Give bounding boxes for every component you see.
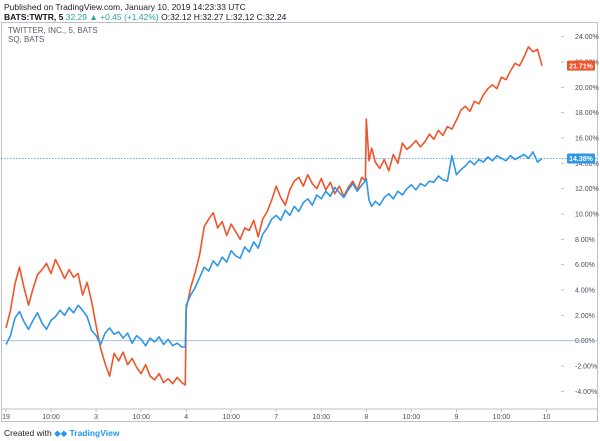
legend-main-series[interactable]: TWITTER, INC., 5, BATS [8,26,98,35]
x-tick-label: 8 [364,414,368,421]
last-value-badge-sq [567,153,595,164]
x-tick-label: 10:00 [493,414,511,421]
created-with-text: Created with [4,428,52,438]
symbol-quote-line: BATS:TWTR, 5 32.29 ▲ +0.45 (+1.42%) O:32… [4,12,286,22]
series-line-sq [5,151,543,348]
series-lines [5,45,543,386]
y-tick-label: 24.00% [575,34,599,41]
y-tick-label: 4.00% [575,288,595,295]
x-tick-label: 9 [454,414,458,421]
series-line-twtr [5,45,543,386]
symbol-label: BATS:TWTR, 5 [4,12,64,22]
y-tick-label: 14.00% [575,161,599,168]
x-tick-label: 10:00 [313,414,331,421]
y-tick-label: 10.00% [575,212,599,219]
footer: Created with ◆◆ TradingView [4,428,119,439]
x-axis: 19 10:00 3 10:00 4 10:00 7 10:00 8 10:00 9 10:00 10 [1,408,598,421]
x-tick-label: 10:00 [132,414,150,421]
y-tick-label: 18.00% [575,110,599,117]
x-tick-label: 10:00 [222,414,240,421]
tradingview-logo-icon[interactable]: ◆◆ [54,428,68,438]
y-tick-label: -4.00% [575,389,597,396]
chart-frame [1,22,598,422]
x-tick-label: 7 [274,414,278,421]
x-tick-label: 19 [2,414,10,421]
y-tick-label: 16.00% [575,136,599,143]
y-tick-label: -2.00% [575,364,597,371]
last-value-label-sq: 14.38% [569,156,594,163]
reference-lines [1,158,598,342]
x-tick-label: 10:00 [403,414,421,421]
last-value-badge-twtr [567,60,595,71]
quote-change: 32.29 ▲ +0.45 (+1.42%) [65,12,159,22]
x-tick-label: 4 [184,414,188,421]
y-tick-label: 12.00% [575,186,599,193]
y-tick-label: 0.00% [575,338,595,345]
quote-ohlc: O:32.12 H:32.27 L:32.12 C:32.24 [161,12,287,22]
published-info: Published on TradingView.com, January 10… [4,2,246,12]
x-tick-label: 3 [94,414,98,421]
y-tick-label: 2.00% [575,313,595,320]
x-tick-label: 10 [543,414,551,421]
x-tick-label: 10:00 [42,414,60,421]
last-value-labels: 21.71% 14.38% [567,60,595,164]
tradingview-brand[interactable]: TradingView [69,428,120,438]
y-tick-label: 20.00% [575,85,599,92]
y-tick-label: 8.00% [575,237,595,244]
y-axis: 24.00%22.00%20.00%18.00%16.00%14.00%12.0… [561,34,599,396]
y-tick-label: 6.00% [575,262,595,269]
legend-compare-series[interactable]: SQ, BATS [8,35,45,44]
last-value-label-twtr: 21.71% [569,63,594,70]
